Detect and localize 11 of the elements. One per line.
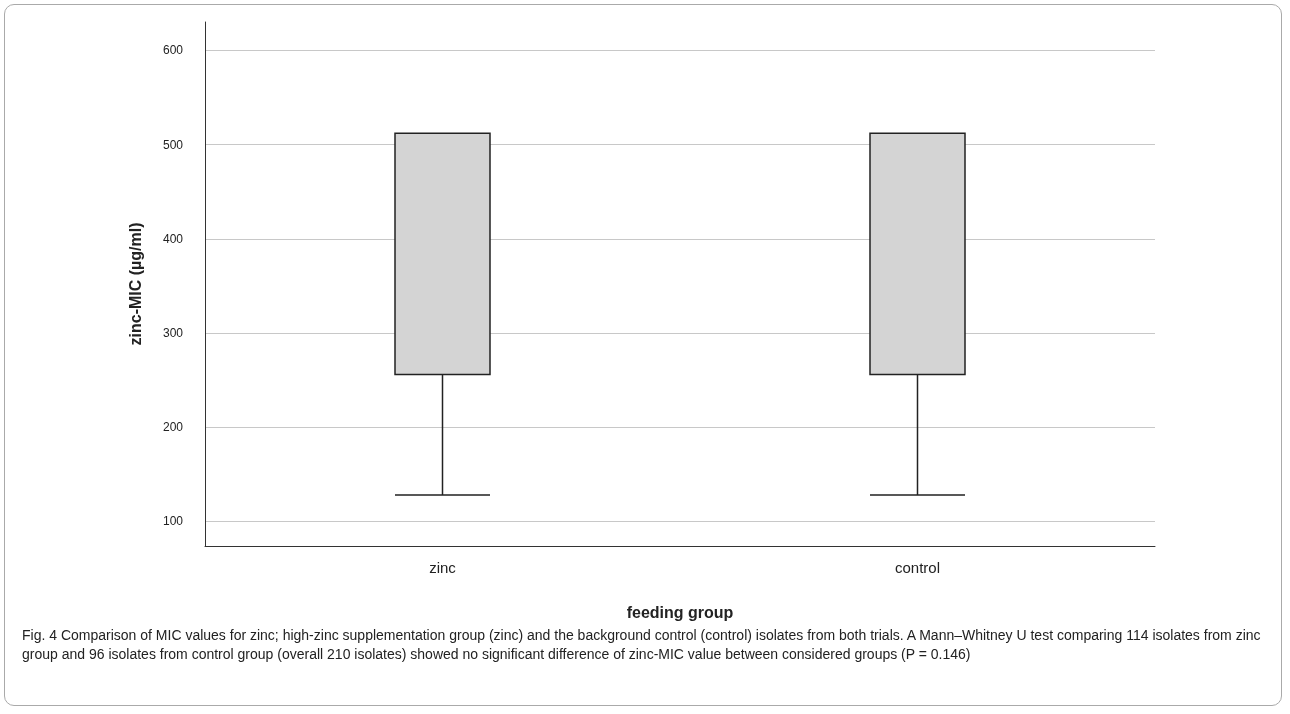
x-tick-label: control	[894, 559, 941, 576]
y-tick-label: 400	[163, 231, 184, 246]
caption: Fig. 4 Comparison of MIC values for zinc; high-zinc supplementation group (zinc) and the background control (control) isolates from both trials. A Mann–Whitney U test comparing 114 isolates from zinc group and 96 isolates from control group (overall 210 isolates) showed no significant difference of zinc-MIC value between considered groups (P = 0.146)	[22, 626, 1262, 664]
y-tick-label: 500	[163, 137, 184, 152]
y-tick-label: 100	[163, 514, 184, 529]
y-tick-label: 600	[163, 43, 184, 58]
y-tick-label: 300	[163, 326, 184, 341]
y-tick-label: 200	[163, 420, 184, 435]
y-axis-title: zinc-MIC (µg/ml)	[126, 222, 144, 346]
x-tick-label: zinc	[429, 559, 457, 576]
x-axis-title: feeding group	[626, 603, 734, 621]
